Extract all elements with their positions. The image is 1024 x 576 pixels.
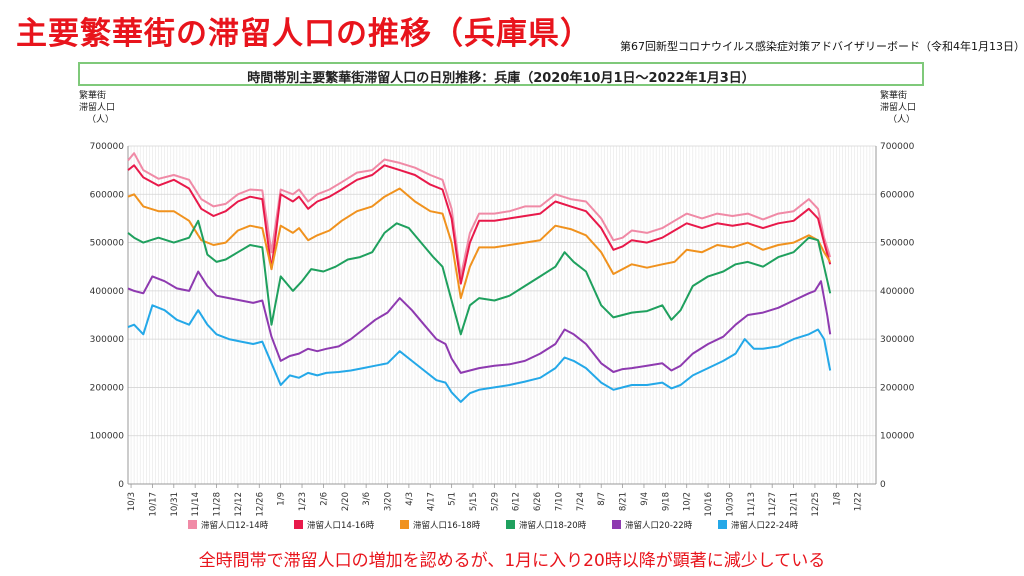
legend-swatch	[294, 520, 303, 529]
x-tick-label: 12/12	[234, 492, 244, 517]
x-tick-label: 10/2	[683, 492, 693, 511]
y-tick-label-right: 300000	[880, 335, 915, 345]
legend-label: 滞留人口22-24時	[731, 520, 799, 531]
y-tick-label-left: 0	[118, 480, 124, 490]
y-axis-label-line: 繁華街	[79, 91, 107, 101]
y-tick-label-left: 600000	[90, 190, 125, 200]
y-axis-label-line: 繁華街	[880, 91, 908, 101]
x-tick-label: 11/27	[768, 492, 778, 517]
x-tick-label: 2/6	[319, 492, 329, 506]
x-tick-label: 6/26	[533, 492, 543, 511]
y-axis-label-left: 繁華街 滞留人口 （人）	[79, 90, 115, 126]
x-tick-label: 5/1	[448, 492, 458, 506]
x-tick-label: 3/20	[384, 492, 394, 511]
x-tick-label: 12/25	[811, 492, 821, 517]
y-axis-label-line: （人）	[87, 115, 115, 125]
y-tick-label-right: 0	[880, 480, 886, 490]
y-tick-label-right: 500000	[880, 239, 915, 249]
x-tick-label: 12/26	[255, 492, 265, 517]
x-tick-label: 1/8	[832, 492, 842, 506]
y-axis-label-line: 滞留人口	[880, 103, 917, 113]
series-line	[127, 270, 832, 374]
x-tick-label: 10/16	[704, 492, 714, 517]
legend-swatch	[506, 520, 515, 529]
y-tick-label-left: 300000	[90, 335, 125, 345]
x-tick-label: 8/21	[619, 492, 629, 511]
x-tick-label: 1/22	[854, 492, 864, 511]
x-tick-label: 10/31	[170, 492, 180, 517]
series-line	[127, 219, 832, 336]
chart-title: 時間帯別主要繁華街滞留人口の日別推移：兵庫（2020年10月1日〜2022年1月…	[247, 71, 755, 86]
x-tick-label: 1/9	[277, 492, 287, 506]
x-tick-label: 5/15	[469, 492, 479, 511]
y-axis-label-right: 繁華街 滞留人口 （人）	[880, 90, 916, 126]
x-tick-label: 1/23	[298, 492, 308, 511]
x-tick-label: 4/17	[426, 492, 436, 511]
series-line	[127, 164, 832, 285]
y-tick-label-left: 700000	[90, 142, 125, 152]
y-tick-label-right: 100000	[880, 432, 915, 442]
x-tick-label: 7/10	[554, 492, 564, 511]
x-tick-label: 9/4	[640, 492, 650, 506]
y-tick-label-left: 200000	[90, 383, 125, 393]
x-tick-label: 2/20	[341, 492, 351, 511]
x-tick-label: 4/3	[405, 492, 415, 506]
x-tick-label: 3/6	[362, 492, 372, 506]
legend-swatch	[188, 520, 197, 529]
legend-label: 滞留人口20-22時	[625, 520, 693, 531]
x-tick-label: 11/13	[747, 492, 757, 517]
x-tick-label: 8/7	[597, 492, 607, 506]
plot-area	[128, 146, 876, 484]
x-tick-label: 11/14	[191, 492, 201, 517]
legend-swatch	[612, 520, 621, 529]
legend-label: 滞留人口14-16時	[307, 520, 375, 531]
y-tick-label-right: 700000	[880, 142, 915, 152]
line-chart: 0 0 100000 100000 200000 200000 300000 300000 40…	[90, 142, 915, 531]
y-tick-label-right: 200000	[880, 383, 915, 393]
x-tick-label: 7/24	[576, 492, 586, 511]
x-tick-label: 10/3	[127, 492, 137, 511]
x-tick-label: 12/11	[790, 492, 800, 517]
y-tick-label-right: 400000	[880, 287, 915, 297]
legend-swatch	[400, 520, 409, 529]
legend-swatch	[718, 520, 727, 529]
series-line	[127, 152, 832, 278]
y-tick-label-left: 400000	[90, 287, 125, 297]
source-note: 第67回新型コロナウイルス感染症対策アドバイザリーボード（令和4年1月13日）	[620, 40, 1024, 53]
series-line	[127, 187, 832, 300]
legend-label: 滞留人口18-20時	[519, 520, 587, 531]
footer-note: 全時間帯で滞留人口の増加を認めるが、1月に入り20時以降が顕著に減少している	[198, 551, 826, 571]
x-tick-label: 10/17	[148, 492, 158, 517]
y-axis-label-line: （人）	[888, 115, 916, 125]
series-line	[127, 304, 832, 403]
chart-title-box: 時間帯別主要繁華街滞留人口の日別推移：兵庫（2020年10月1日〜2022年1月…	[78, 62, 924, 86]
x-tick-label: 10/30	[725, 492, 735, 517]
x-tick-label: 9/18	[661, 492, 671, 511]
y-axis-label-line: 滞留人口	[79, 103, 116, 113]
x-tick-label: 6/12	[512, 492, 522, 511]
x-tick-label: 11/28	[213, 492, 223, 517]
legend-label: 滞留人口12-14時	[201, 520, 269, 531]
y-tick-label-right: 600000	[880, 190, 915, 200]
slide-title: 主要繁華街の滞留人口の推移（兵庫県）	[16, 16, 592, 52]
legend-label: 滞留人口16-18時	[413, 520, 481, 531]
x-tick-label: 5/29	[490, 492, 500, 511]
y-tick-label-left: 100000	[90, 432, 125, 442]
y-tick-label-left: 500000	[90, 239, 125, 249]
